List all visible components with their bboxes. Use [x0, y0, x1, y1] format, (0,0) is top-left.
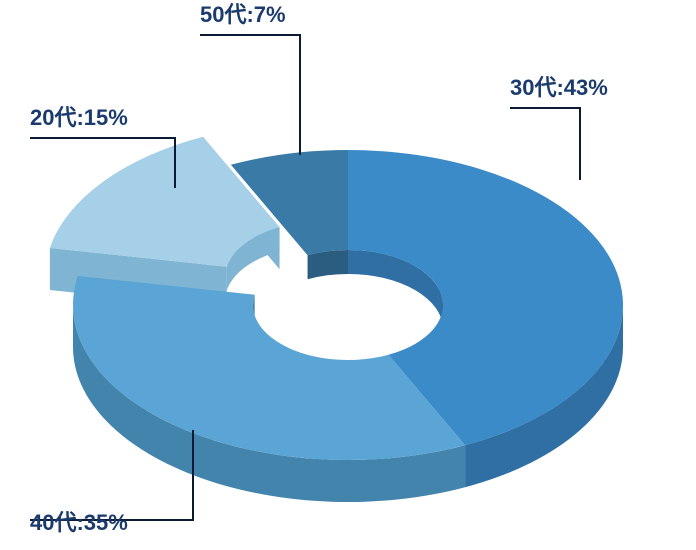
leader-s30 [510, 108, 580, 180]
leader-s50 [200, 35, 300, 155]
donut-3d-chart: 30代:43% 40代:35% 20代:15% 50代:7% [0, 0, 696, 550]
label-s40: 40代:35% [30, 510, 128, 535]
slice-inner-s50 [308, 250, 348, 279]
label-s20: 20代:15% [30, 105, 128, 130]
label-s30: 30代:43% [510, 75, 608, 100]
label-s50: 50代:7% [200, 2, 286, 27]
